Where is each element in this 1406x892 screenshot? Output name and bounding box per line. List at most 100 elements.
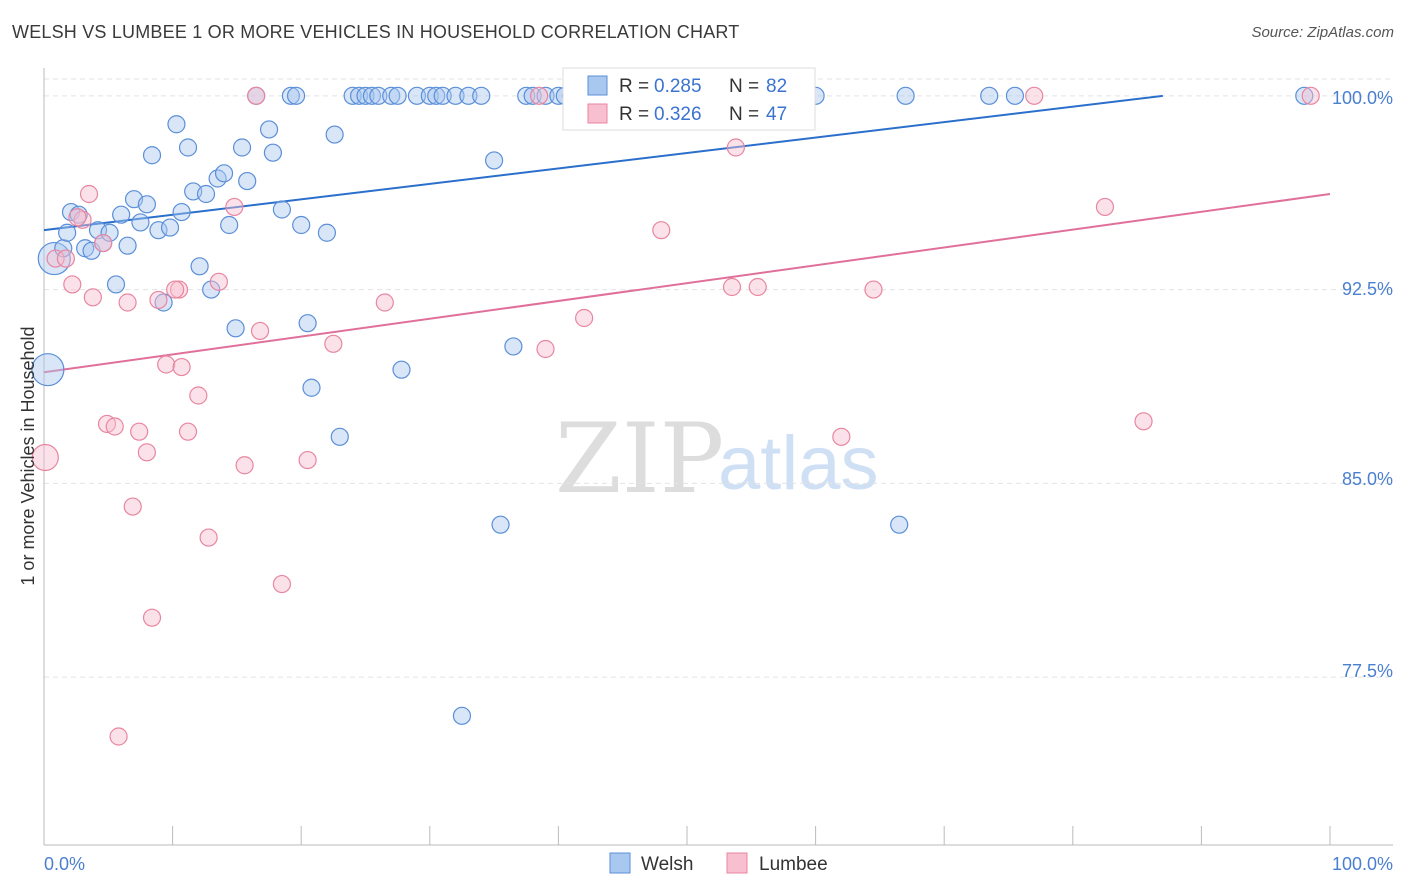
point-welsh-55 xyxy=(420,86,439,105)
point-welsh-52 xyxy=(388,86,407,105)
point-lumbee-41 xyxy=(1095,197,1115,217)
point-welsh-48 xyxy=(356,86,375,105)
point-welsh-13 xyxy=(118,236,137,255)
point-welsh-17 xyxy=(142,146,162,165)
legend-swatch-lumbee xyxy=(587,103,608,124)
legend-r-label-welsh: R = xyxy=(619,76,649,97)
point-lumbee-23 xyxy=(225,197,244,217)
point-lumbee-30 xyxy=(375,293,394,312)
point-welsh-1 xyxy=(31,353,65,387)
point-welsh-80 xyxy=(1005,86,1025,105)
point-welsh-57 xyxy=(433,86,452,105)
point-welsh-49 xyxy=(362,86,382,105)
legend-r-value-lumbee: 0.326 xyxy=(654,104,702,125)
grid-lines xyxy=(44,78,1393,678)
point-welsh-67 xyxy=(536,86,555,105)
point-welsh-56 xyxy=(427,86,446,105)
legend-r-value-welsh: 0.285 xyxy=(654,76,702,97)
point-welsh-59 xyxy=(452,706,472,725)
point-lumbee-34 xyxy=(652,221,671,240)
point-lumbee-27 xyxy=(272,574,292,594)
point-welsh-63 xyxy=(491,515,510,534)
x-tick-label-max: 100.0% xyxy=(1332,854,1393,874)
point-lumbee-42 xyxy=(1134,412,1153,431)
trend-line-welsh xyxy=(43,94,1163,232)
point-lumbee-2 xyxy=(56,249,75,268)
point-welsh-26 xyxy=(196,184,216,204)
point-welsh-31 xyxy=(226,319,245,338)
point-welsh-16 xyxy=(137,195,156,214)
scatter-points xyxy=(31,86,1320,746)
point-lumbee-17 xyxy=(169,280,189,299)
correlation-legend: R = 0.285 N = 82 R = 0.326 N = 47 xyxy=(562,67,816,131)
point-lumbee-29 xyxy=(324,334,343,353)
point-welsh-53 xyxy=(392,360,411,379)
point-lumbee-43 xyxy=(1301,86,1320,105)
point-welsh-21 xyxy=(167,115,186,134)
point-lumbee-24 xyxy=(235,456,254,475)
bottom-legend-swatch-lumbee xyxy=(726,852,748,874)
point-welsh-32 xyxy=(232,138,252,157)
series-legend: Welsh Lumbee xyxy=(609,852,828,875)
point-lumbee-9 xyxy=(105,417,124,436)
point-welsh-65 xyxy=(517,86,536,105)
legend-n-label-lumbee: N = xyxy=(729,104,759,125)
point-lumbee-19 xyxy=(178,422,198,441)
point-lumbee-16 xyxy=(157,355,176,374)
point-welsh-64 xyxy=(504,337,523,356)
point-welsh-44 xyxy=(325,125,344,144)
axes xyxy=(43,68,1393,846)
point-welsh-30 xyxy=(220,215,239,235)
point-lumbee-20 xyxy=(189,386,208,405)
point-welsh-50 xyxy=(369,86,388,105)
point-welsh-27 xyxy=(202,280,221,299)
legend-swatch-welsh xyxy=(587,75,608,96)
y-tick-label-85: 85.0% xyxy=(1342,469,1393,489)
legend-n-value-lumbee: 47 xyxy=(766,104,787,125)
point-lumbee-40 xyxy=(1025,86,1044,105)
point-welsh-10 xyxy=(100,223,119,242)
point-welsh-23 xyxy=(178,138,198,157)
point-welsh-35 xyxy=(259,120,279,139)
point-welsh-29 xyxy=(214,164,234,183)
point-welsh-3 xyxy=(58,223,77,242)
point-welsh-25 xyxy=(190,257,209,276)
point-lumbee-12 xyxy=(130,422,149,441)
point-lumbee-35 xyxy=(722,277,742,297)
point-welsh-38 xyxy=(281,86,301,105)
source-label: Source: ZipAtlas.com xyxy=(1251,24,1394,41)
point-lumbee-39 xyxy=(864,280,883,299)
y-tick-label-100: 100.0% xyxy=(1332,88,1393,108)
point-lumbee-1 xyxy=(46,249,65,268)
point-lumbee-3 xyxy=(63,275,82,294)
point-welsh-58 xyxy=(446,86,465,105)
point-lumbee-13 xyxy=(137,443,156,462)
point-welsh-78 xyxy=(896,86,915,105)
point-welsh-79 xyxy=(980,86,999,105)
trend-line-lumbee xyxy=(43,193,1331,374)
point-lumbee-44 xyxy=(109,727,128,746)
point-welsh-47 xyxy=(349,86,369,105)
point-lumbee-10 xyxy=(118,293,137,312)
point-lumbee-7 xyxy=(94,233,113,253)
point-lumbee-45 xyxy=(68,208,87,227)
bottom-legend-label-welsh: Welsh xyxy=(641,854,693,875)
y-tick-label-77-5: 77.5% xyxy=(1342,661,1393,681)
point-welsh-66 xyxy=(523,86,542,105)
point-welsh-43 xyxy=(317,223,337,242)
chart-title: WELSH VS LUMBEE 1 OR MORE VEHICLES IN HO… xyxy=(12,22,740,42)
point-welsh-60 xyxy=(459,86,478,105)
point-welsh-45 xyxy=(330,427,349,446)
point-welsh-51 xyxy=(382,86,401,105)
point-welsh-62 xyxy=(485,151,504,170)
point-lumbee-11 xyxy=(123,497,142,516)
y-axis-title: 1 or more Vehicles in Household xyxy=(18,326,38,585)
point-welsh-41 xyxy=(298,314,317,333)
point-lumbee-38 xyxy=(832,427,851,446)
y-tick-label-92-5: 92.5% xyxy=(1342,279,1393,299)
point-lumbee-21 xyxy=(199,528,218,547)
point-welsh-33 xyxy=(238,171,257,191)
point-lumbee-46 xyxy=(166,280,185,299)
x-tick-label-min: 0.0% xyxy=(44,854,85,874)
